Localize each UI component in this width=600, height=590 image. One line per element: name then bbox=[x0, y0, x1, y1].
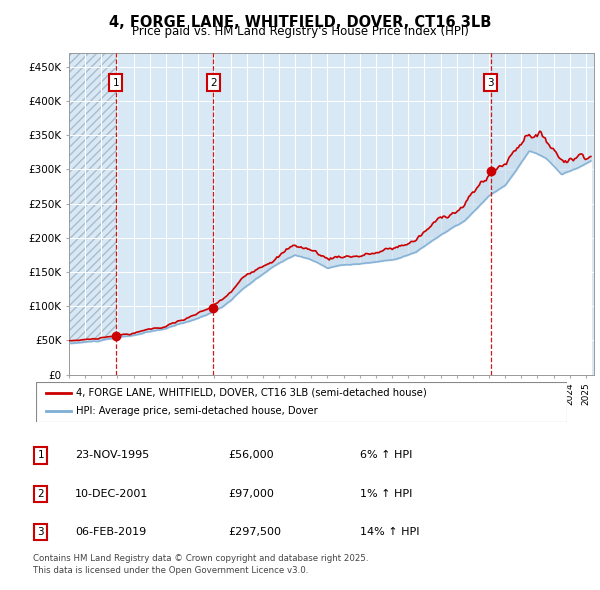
Text: 1% ↑ HPI: 1% ↑ HPI bbox=[360, 489, 412, 499]
Text: £297,500: £297,500 bbox=[228, 527, 281, 537]
Text: Price paid vs. HM Land Registry's House Price Index (HPI): Price paid vs. HM Land Registry's House … bbox=[131, 25, 469, 38]
Text: 4, FORGE LANE, WHITFIELD, DOVER, CT16 3LB: 4, FORGE LANE, WHITFIELD, DOVER, CT16 3L… bbox=[109, 15, 491, 30]
Text: £56,000: £56,000 bbox=[228, 451, 274, 460]
Text: 2: 2 bbox=[210, 77, 217, 87]
Text: 23-NOV-1995: 23-NOV-1995 bbox=[75, 451, 149, 460]
Text: 1: 1 bbox=[113, 77, 119, 87]
Text: 3: 3 bbox=[37, 527, 44, 537]
Text: Contains HM Land Registry data © Crown copyright and database right 2025.
This d: Contains HM Land Registry data © Crown c… bbox=[33, 555, 368, 575]
Text: 6% ↑ HPI: 6% ↑ HPI bbox=[360, 451, 412, 460]
Text: 14% ↑ HPI: 14% ↑ HPI bbox=[360, 527, 419, 537]
Text: 2: 2 bbox=[37, 489, 44, 499]
Text: HPI: Average price, semi-detached house, Dover: HPI: Average price, semi-detached house,… bbox=[76, 406, 317, 416]
Text: 06-FEB-2019: 06-FEB-2019 bbox=[75, 527, 146, 537]
Text: 3: 3 bbox=[487, 77, 494, 87]
Bar bbox=[69, 53, 116, 375]
Text: 10-DEC-2001: 10-DEC-2001 bbox=[75, 489, 148, 499]
Text: 1: 1 bbox=[37, 451, 44, 460]
Text: 4, FORGE LANE, WHITFIELD, DOVER, CT16 3LB (semi-detached house): 4, FORGE LANE, WHITFIELD, DOVER, CT16 3L… bbox=[76, 388, 427, 398]
Text: £97,000: £97,000 bbox=[228, 489, 274, 499]
